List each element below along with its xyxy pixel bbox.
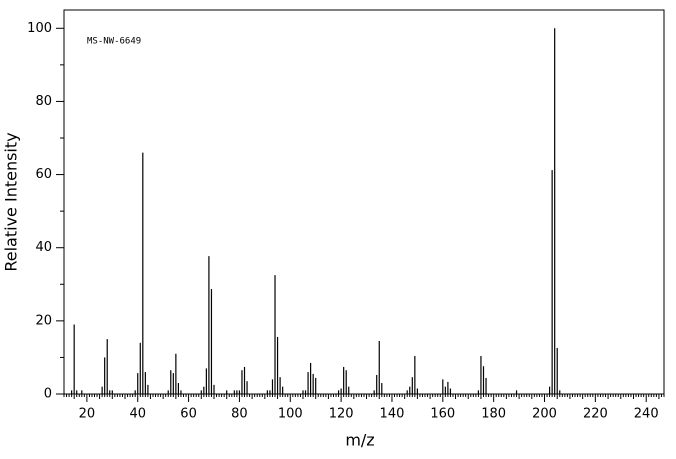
x-tick-label: 200	[532, 407, 557, 422]
x-tick-label: 20	[79, 407, 96, 422]
y-tick-label: 20	[35, 313, 52, 328]
x-tick-label: 100	[278, 407, 303, 422]
x-tick-label: 80	[231, 407, 248, 422]
x-tick-label: 220	[583, 407, 608, 422]
y-tick-label: 80	[35, 94, 52, 109]
x-tick-label: 180	[481, 407, 506, 422]
y-tick-label: 60	[35, 167, 52, 182]
x-axis-label: m/z	[345, 431, 374, 450]
y-tick-label: 0	[44, 387, 52, 402]
x-tick-label: 120	[329, 407, 354, 422]
y-axis-label: Relative Intensity	[2, 132, 21, 271]
x-tick-label: 240	[634, 407, 659, 422]
x-tick-label: 160	[430, 407, 455, 422]
x-tick-label: 140	[380, 407, 405, 422]
plot-frame	[63, 9, 665, 395]
y-tick-label: 40	[35, 240, 52, 255]
x-tick-label: 40	[129, 407, 146, 422]
x-tick-label: 60	[180, 407, 197, 422]
annotation: MS-NW-6649	[87, 37, 141, 47]
y-tick-label: 100	[27, 21, 52, 36]
